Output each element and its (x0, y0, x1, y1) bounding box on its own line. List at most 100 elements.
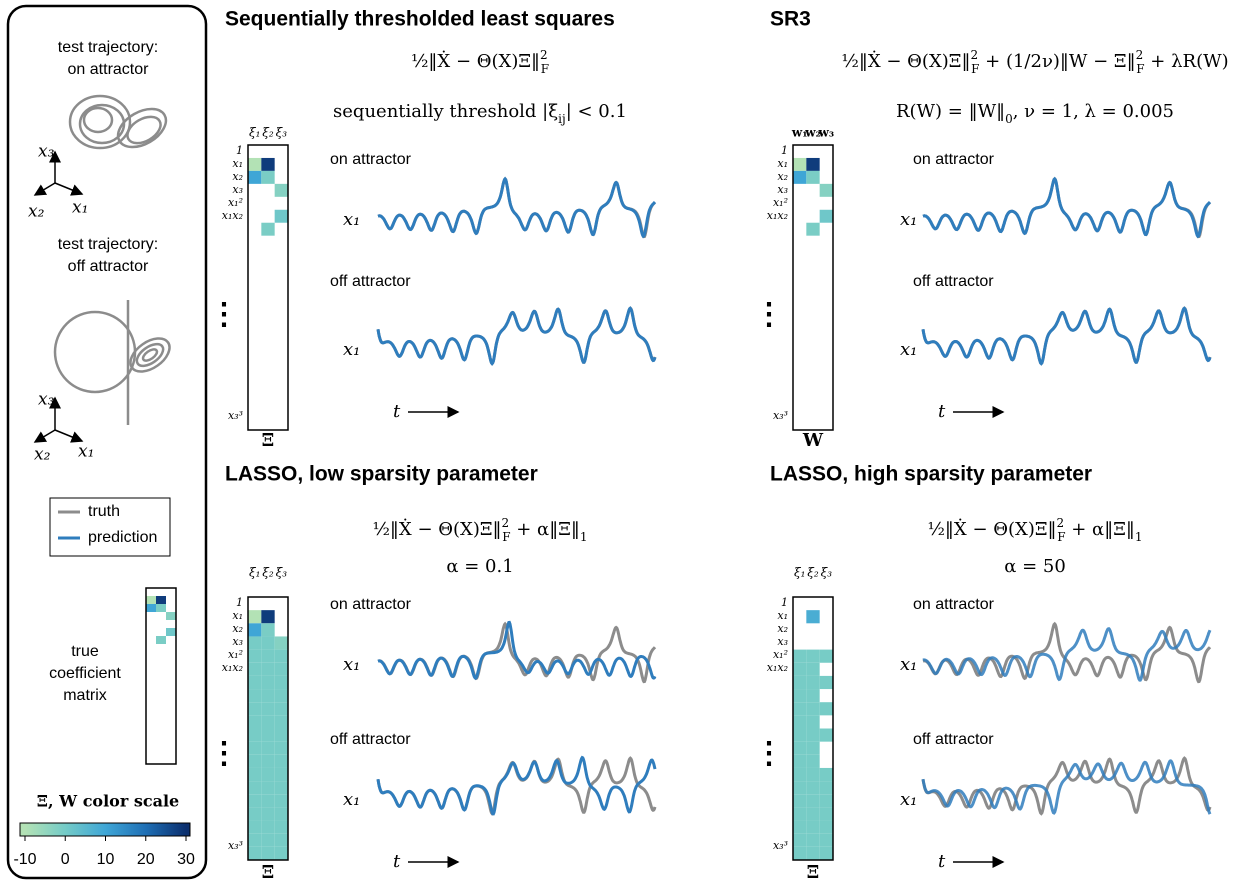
formula-part: sequentially threshold |ξ (333, 101, 558, 122)
formula-part: α = 0.1 (446, 556, 513, 577)
matrix-cell (806, 689, 820, 703)
matrix-cell (806, 662, 820, 676)
matrix-cell (806, 833, 820, 847)
matrix-label: W (802, 430, 824, 451)
matrix-cell (793, 833, 807, 847)
matrix-frame (792, 144, 834, 431)
matrix-cell (248, 794, 262, 808)
panel: LASSO, high sparsity parameter ½‖Ẋ − Θ(X)… (754, 463, 1212, 883)
matrix-label: Ξ (262, 862, 275, 883)
matrix-cell (274, 807, 288, 821)
time-label: t (393, 851, 401, 872)
matrix-cell (793, 170, 807, 184)
matrix-col-label: ξ₃ (276, 126, 288, 140)
matrix-cell (819, 807, 833, 821)
matrix-row-label: x₃³ (228, 839, 243, 852)
matrix-cell (806, 820, 820, 834)
matrix-row-label: x₂ (232, 622, 243, 635)
matrix-row-label: x₃³ (228, 409, 243, 422)
panel-title: LASSO, low sparsity parameter (225, 463, 538, 486)
var-label: x₁ (900, 339, 917, 360)
matrix-cell (146, 604, 156, 612)
matrix-row-label: x₁x₂ (767, 661, 788, 674)
colorbar-tick-label: 10 (97, 851, 115, 868)
panel-title: Sequentially thresholded least squares (225, 8, 615, 31)
trace-label: off attractor (913, 273, 994, 290)
formula-part: ½‖Ẋ − Θ(X)Ξ‖ (927, 517, 1056, 540)
truth-trace (922, 621, 1212, 684)
formula-part: F (1057, 530, 1065, 544)
matrix-cell (793, 702, 807, 716)
matrix-cell (274, 767, 288, 782)
matrix-cell (274, 728, 288, 742)
matrix-frame (792, 596, 834, 861)
var-label: x₁ (343, 209, 360, 230)
matrix-cell (261, 636, 275, 650)
matrix-cell (248, 649, 262, 663)
matrix-cell (261, 170, 275, 184)
colorbar-tick-label: 20 (137, 851, 155, 868)
formula: ½‖Ẋ − Θ(X)Ξ‖2 F + α‖Ξ‖1 (927, 516, 1142, 544)
matrix-row-label: x₁ (777, 157, 788, 170)
axis-label: x₃ (38, 142, 55, 162)
matrix-row-label: x₁ (777, 609, 788, 622)
matrix-cell (261, 157, 275, 171)
matrix-cell (819, 728, 833, 742)
colorbar (19, 822, 191, 837)
matrix-row-label: 1 (781, 144, 788, 157)
matrix-cell (261, 222, 275, 236)
matrix-cell (248, 846, 262, 860)
matrix-cell (248, 702, 262, 716)
matrix-cell (261, 741, 275, 755)
matrix-cell (248, 623, 262, 637)
matrix-cell (261, 767, 275, 782)
formula-part: + α‖Ξ‖ (511, 519, 580, 540)
matrix-cell (274, 662, 288, 676)
matrix-cell (793, 794, 807, 808)
formula-part: F (1136, 62, 1144, 76)
prediction-trace (377, 620, 657, 680)
matrix-label: Ξ (262, 430, 275, 451)
formula-part: 1 (580, 530, 588, 544)
matrix-cell (274, 794, 288, 808)
matrix-cell (261, 754, 275, 768)
matrix-cell (793, 689, 807, 703)
matrix-cell (819, 833, 833, 847)
matrix-cell (261, 702, 275, 716)
axis-arrow (33, 182, 56, 196)
matrix-cell (274, 675, 288, 690)
prediction-trace (377, 176, 657, 239)
trace-label: on attractor (913, 151, 995, 168)
matrix-cell (261, 794, 275, 808)
attractor-off (53, 300, 171, 425)
matrix-cell (274, 833, 288, 847)
matrix-cell (248, 820, 262, 834)
matrix-cell (274, 715, 288, 729)
matrix-row-label: x₁² (228, 196, 243, 209)
sidebar-text: coefficient (49, 665, 121, 682)
matrix-row-label: x₃³ (773, 839, 788, 852)
trace-label: off attractor (330, 731, 411, 748)
matrix-row-label: x₁² (773, 196, 788, 209)
formula-part: F (541, 62, 549, 76)
prediction-trace (921, 759, 1212, 815)
matrix-row-label: x₁² (773, 648, 788, 661)
formula-part: + λR(W) (1145, 51, 1229, 72)
trace-label: on attractor (330, 151, 412, 168)
formula-part: 0 (1005, 112, 1013, 126)
matrix-cell (806, 741, 820, 755)
formula-part: F (502, 530, 510, 544)
matrix-row-label: x₁ (232, 609, 243, 622)
matrix-cell (806, 610, 820, 624)
matrix-cell (261, 846, 275, 860)
matrix-row-label: x₁x₂ (222, 661, 243, 674)
axis-label: x₃ (38, 390, 55, 410)
matrix-cell (806, 728, 820, 742)
truth-trace (921, 756, 1212, 816)
matrix-cell (248, 157, 262, 171)
colorbar-tick-label: 0 (61, 851, 70, 868)
matrix-cell (274, 183, 288, 197)
matrix-row-label: x₃³ (773, 409, 788, 422)
matrix-cell (261, 728, 275, 742)
